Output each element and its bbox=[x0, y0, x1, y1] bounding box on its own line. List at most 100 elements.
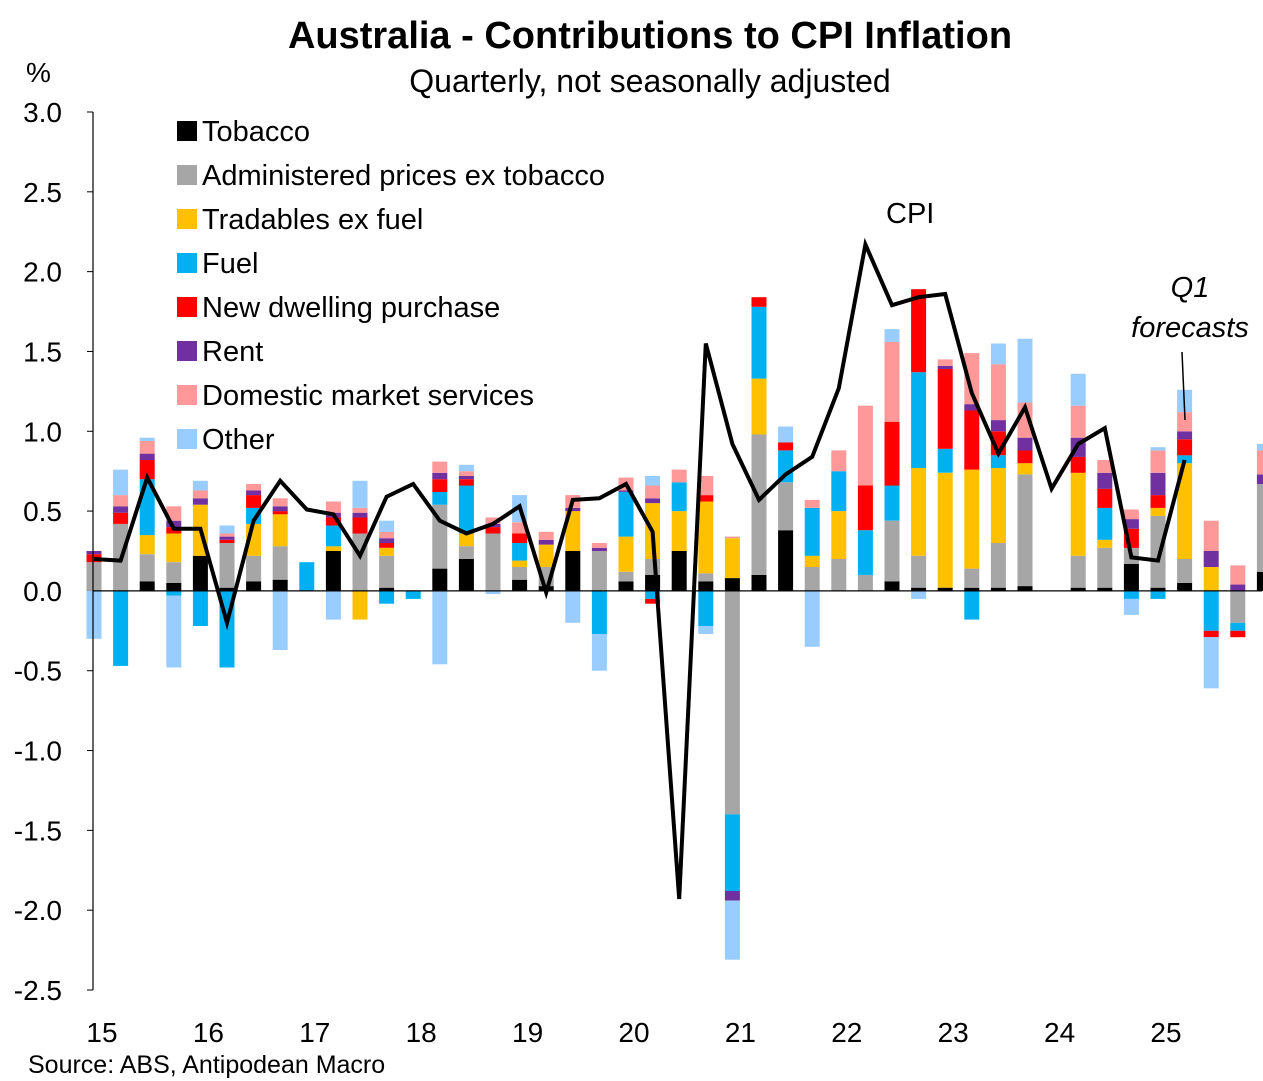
bar-segment: Administered prices ex tobacco Q3 2022 bbox=[884, 520, 900, 582]
bar-segment: Rent Q2 2025 bbox=[1177, 431, 1193, 440]
bar-segment: Tobacco Q2 2018 bbox=[432, 568, 448, 591]
cpi-line-series bbox=[93, 237, 1187, 900]
bar-segment: Other Q4 2016 bbox=[272, 590, 288, 650]
bar-segment: Fuel Q3 2025 bbox=[1203, 590, 1219, 631]
bar-segment: Fuel Q4 2025 bbox=[1230, 622, 1246, 631]
bar-segment: Rent Q2 2019 bbox=[538, 539, 554, 545]
bar-segment: New dwelling purchase Q4 2016 bbox=[272, 511, 288, 515]
bar-segment: Tobacco Q3 2016 bbox=[246, 581, 262, 591]
bar-segment: Domestic market services Q2 2024 bbox=[1070, 405, 1086, 438]
bar-segment: New dwelling purchase Q2 2020 bbox=[645, 598, 661, 604]
bar-segment: Tradables ex fuel Q4 2020 bbox=[698, 501, 714, 574]
bar-segment: Tradables ex fuel Q2 2024 bbox=[1070, 472, 1086, 556]
bar-segment: Tobacco Q1 2016 bbox=[192, 555, 208, 591]
bar-segment: Rent Q1 2015 bbox=[86, 551, 102, 555]
bar-segment: Tradables ex fuel Q4 2022 bbox=[911, 468, 927, 556]
bar-segment: New dwelling purchase Q3 2015 bbox=[139, 460, 155, 480]
bar-segment: Administered prices ex tobacco Q3 2023 bbox=[990, 543, 1006, 588]
bar-segment: Administered prices ex tobacco Q2 2024 bbox=[1070, 555, 1086, 588]
bar-segment: Rent Q2 2016 bbox=[219, 536, 235, 540]
bar-segment: Fuel Q1 2019 bbox=[512, 543, 528, 561]
bar-segment: Rent Q2 2015 bbox=[113, 506, 129, 513]
bar-segment: Other Q3 2017 bbox=[352, 480, 368, 508]
cpi-line bbox=[93, 237, 1187, 900]
bar-segment: Tobacco Q3 2020 bbox=[671, 551, 687, 591]
forecast-annotation-line2: forecasts bbox=[1131, 312, 1249, 344]
bar-segment: Administered prices ex tobacco Q1 2019 bbox=[512, 567, 528, 580]
legend-label: Fuel bbox=[202, 248, 258, 280]
bar-segment: Domestic market services Q3 2024 bbox=[1097, 460, 1113, 473]
bar-segment: Tradables ex fuel Q3 2025 bbox=[1203, 567, 1219, 591]
bar-segment: New dwelling purchase Q2 2025 bbox=[1177, 439, 1193, 456]
y-tick-label: 1.0 bbox=[23, 416, 62, 447]
bar-segment: Tradables ex fuel Q1 2020 bbox=[618, 536, 634, 572]
bar-segment: Tradables ex fuel Q3 2015 bbox=[139, 535, 155, 555]
bar-segment: Tobacco Q3 2018 bbox=[458, 559, 474, 591]
bar-segment: Domestic market services Q4 2016 bbox=[272, 498, 288, 507]
bar-segment: Tradables ex fuel Q3 2020 bbox=[671, 511, 687, 551]
bar-segment: Rent Q4 2019 bbox=[591, 547, 607, 551]
bar-segment: Fuel Q2 2025 bbox=[1177, 455, 1193, 464]
x-tick-label: 19 bbox=[512, 1017, 543, 1048]
x-tick-label: 22 bbox=[831, 1017, 862, 1048]
bar-segment: Tradables ex fuel Q2 2025 bbox=[1177, 463, 1193, 559]
bar-segment: Other Q4 2019 bbox=[591, 634, 607, 671]
x-tick-label: 21 bbox=[725, 1017, 756, 1048]
bar-segment: Other Q3 2023 bbox=[990, 343, 1006, 365]
bar-segment: Domestic market services Q4 2024 bbox=[1123, 509, 1139, 520]
y-tick-label: 3.0 bbox=[23, 97, 62, 128]
bar-segment: Rent Q1 2025 bbox=[1150, 472, 1166, 496]
bar-segment: New dwelling purchase Q4 2022 bbox=[911, 289, 927, 373]
bar-segment: Domestic market services Q1 2022 bbox=[831, 450, 847, 472]
legend-label: Rent bbox=[202, 336, 263, 368]
bar-segment: Domestic market services Q2 2023 bbox=[964, 353, 980, 405]
bar-segment: Administered prices ex tobacco Q3 2015 bbox=[139, 554, 155, 582]
x-tick-label: 15 bbox=[86, 1017, 117, 1048]
legend-swatch bbox=[177, 121, 197, 141]
bar-segment: New dwelling purchase Q3 2017 bbox=[352, 517, 368, 534]
bar-segment: Fuel Q3 2018 bbox=[458, 485, 474, 534]
bar-segment: Other Q2 2015 bbox=[113, 469, 129, 496]
bar-segment: Domestic market services Q3 2025 bbox=[1203, 520, 1219, 551]
bar-segment: Tobacco Q3 2023 bbox=[990, 587, 1006, 591]
bar-segment: New dwelling purchase Q3 2018 bbox=[458, 479, 474, 486]
bar-segment: Tobacco Q4 2024 bbox=[1123, 563, 1139, 591]
bar-segment: Administered prices ex tobacco Q1 2020 bbox=[618, 571, 634, 582]
bar-segment: Other Q4 2023 bbox=[1017, 338, 1033, 403]
x-tick-label: 17 bbox=[299, 1017, 330, 1048]
bar-segment: Other Q4 2020 bbox=[698, 626, 714, 634]
bar-segment: Domestic market services Q4 2020 bbox=[698, 476, 714, 496]
bar-segment: Other Q4 2024 bbox=[1123, 598, 1139, 615]
bar-segment: Administered prices ex tobacco Q4 2019 bbox=[591, 551, 607, 591]
bar-segment: Tobacco Q4 2015 bbox=[166, 582, 182, 591]
bar-segment: New dwelling purchase Q3 2025 bbox=[1203, 630, 1219, 638]
legend-label: Administered prices ex tobacco bbox=[202, 160, 605, 192]
y-axis-unit-label: % bbox=[26, 57, 51, 88]
y-tick-label: -2.0 bbox=[14, 895, 62, 926]
bar-segment: Rent Q3 2023 bbox=[990, 420, 1006, 432]
bar-segment: Fuel Q2 2017 bbox=[325, 525, 341, 547]
bar-segment: Tobacco Q4 2016 bbox=[272, 579, 288, 591]
bar-segment: New dwelling purchase Q2 2016 bbox=[219, 539, 235, 543]
bar-segment: New dwelling purchase Q4 2018 bbox=[485, 527, 501, 534]
bar-segment: Fuel Q3 2023 bbox=[990, 455, 1006, 468]
bar-segment: Tradables ex fuel Q3 2023 bbox=[990, 468, 1006, 543]
x-tick-label: 20 bbox=[618, 1017, 649, 1048]
bar-segment: Tobacco Q1 2019 bbox=[512, 579, 528, 591]
bar-segment: Domestic market services Q3 2018 bbox=[458, 471, 474, 476]
bar-segment: Fuel Q1 2018 bbox=[405, 590, 421, 599]
bar-segment: Rent Q3 2015 bbox=[139, 453, 155, 460]
bar-segment: Domestic market services Q2 2017 bbox=[325, 501, 341, 513]
bar-segment: Rent Q4 2017 bbox=[379, 538, 395, 543]
bar-segment: Fuel Q1 2016 bbox=[192, 590, 208, 626]
legend-swatch bbox=[177, 253, 197, 273]
bar-segment: Tradables ex fuel Q4 2023 bbox=[1017, 463, 1033, 475]
